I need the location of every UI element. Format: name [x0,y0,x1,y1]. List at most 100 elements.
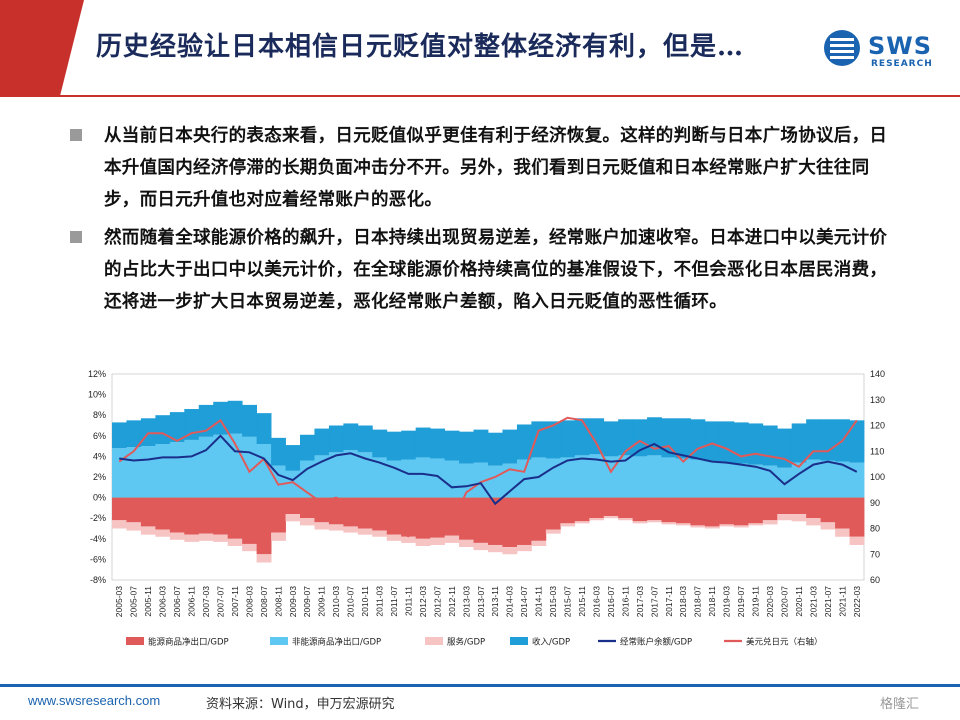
legend-label: 服务/GDP [447,637,485,648]
x-axis-tick: 2020-11 [794,586,804,617]
left-axis-tick: 2% [93,472,106,482]
bar-energy [762,497,778,521]
bar-income [704,421,720,462]
bar-service [589,518,605,521]
bar-energy [791,497,807,515]
x-axis-tick: 2019-11 [751,586,761,617]
bar-energy [560,497,576,524]
x-axis-tick: 2008-11 [273,586,283,617]
bar-income [589,418,605,455]
bar-income [762,425,778,466]
bar-income [531,421,547,458]
bar-energy [227,497,243,539]
x-axis-tick: 2006-03 [158,586,168,617]
bar-income [285,445,301,471]
bar-income [791,423,807,463]
x-axis-tick: 2017-03 [635,586,645,617]
bar-service [328,524,344,531]
x-axis-tick: 2009-11 [317,586,327,617]
bar-service [459,539,474,548]
bullet-item: 然而随着全球能源价格的飙升，日本持续出现贸易逆差，经常账户加速收窄。日本进口中以… [70,222,900,318]
bar-service [430,537,446,545]
left-axis-tick: 8% [93,410,106,420]
bar-nonenergy [545,458,561,498]
left-axis-tick: 12% [88,369,106,379]
bar-energy [516,497,532,545]
bar-service [574,521,590,524]
x-axis-tick: 2020-03 [765,586,775,617]
bullet-item: 从当前日本央行的表态来看，日元贬值似乎更佳有利于经济恢复。这样的判断与日本广场协… [70,120,900,216]
bar-service [632,521,648,524]
bar-nonenergy [560,457,576,498]
bar-income [343,423,359,451]
footer-divider [0,684,960,687]
logo-name: SWS [868,32,933,60]
bar-service [545,529,561,534]
bar-energy [314,497,330,523]
bar-income [690,419,706,460]
bar-service [690,525,706,528]
x-axis-tick: 2011-07 [389,586,399,617]
bar-energy [112,497,127,521]
bar-nonenergy [300,460,315,498]
bar-service [531,540,547,547]
bar-energy [849,497,865,537]
bar-energy [285,497,301,515]
bar-income [415,427,431,458]
bar-nonenergy [690,459,706,498]
x-axis-tick: 2018-07 [693,586,703,617]
bar-nonenergy [589,454,605,498]
x-axis-tick: 2013-03 [461,586,471,617]
bar-service [502,547,518,555]
bar-energy [632,497,648,522]
bar-income [632,419,648,457]
x-axis-tick: 2010-07 [346,586,356,617]
bar-service [748,523,764,526]
bullet-square-icon [70,129,82,141]
legend-label: 美元兑日元（右轴） [746,637,823,648]
x-axis-tick: 2006-07 [172,586,182,617]
bar-income [502,429,518,464]
bar-income [401,430,417,460]
bar-income [459,431,474,464]
footer-source: 资料来源：Wind，申万宏源研究 [206,697,395,712]
bar-energy [184,497,200,535]
bar-service [618,518,634,521]
bar-income [444,430,460,461]
bar-income [430,428,446,459]
right-axis-tick: 60 [870,575,880,585]
bar-nonenergy [719,462,735,498]
bar-income [242,404,258,437]
bullet-text: 从当前日本央行的表态来看，日元贬值似乎更佳有利于经济恢复。这样的判断与日本广场协… [104,126,888,210]
bar-income [112,422,127,449]
x-axis-tick: 2015-03 [548,586,558,617]
bar-energy [213,497,229,535]
bar-energy [473,497,489,543]
x-axis-tick: 2016-03 [591,586,601,617]
footer-url[interactable]: www.swsresearch.com [28,693,161,708]
bar-nonenergy [733,463,749,498]
x-axis-tick: 2012-11 [447,586,457,617]
bar-service [806,518,822,526]
legend-label: 经常账户余额/GDP [620,637,692,648]
x-axis-tick: 2006-11 [187,586,197,617]
bar-income [357,425,373,453]
right-axis-tick: 70 [870,549,880,559]
bar-income [574,418,590,456]
left-axis-tick: 4% [93,451,106,461]
x-axis-tick: 2005-11 [143,586,153,617]
current-account-chart: -8% -6% -4% -2% 0% 2% 4% 6% 8% 10% 12% 60 70 80 90 100 1… [88,369,885,648]
legend-label: 能源商品净出口/GDP [148,637,229,648]
x-axis-tick: 2009-07 [302,586,312,617]
header-divider [0,95,960,97]
bar-service [849,536,865,545]
bar-energy [242,497,258,544]
left-axis-tick: 10% [88,390,106,400]
legend-label: 收入/GDP [532,637,570,648]
right-axis-tick: 130 [870,395,885,405]
bar-nonenergy [488,465,503,498]
bar-energy [386,497,402,535]
bar-energy [618,497,634,519]
bar-energy [459,497,474,540]
bar-energy [676,497,691,524]
